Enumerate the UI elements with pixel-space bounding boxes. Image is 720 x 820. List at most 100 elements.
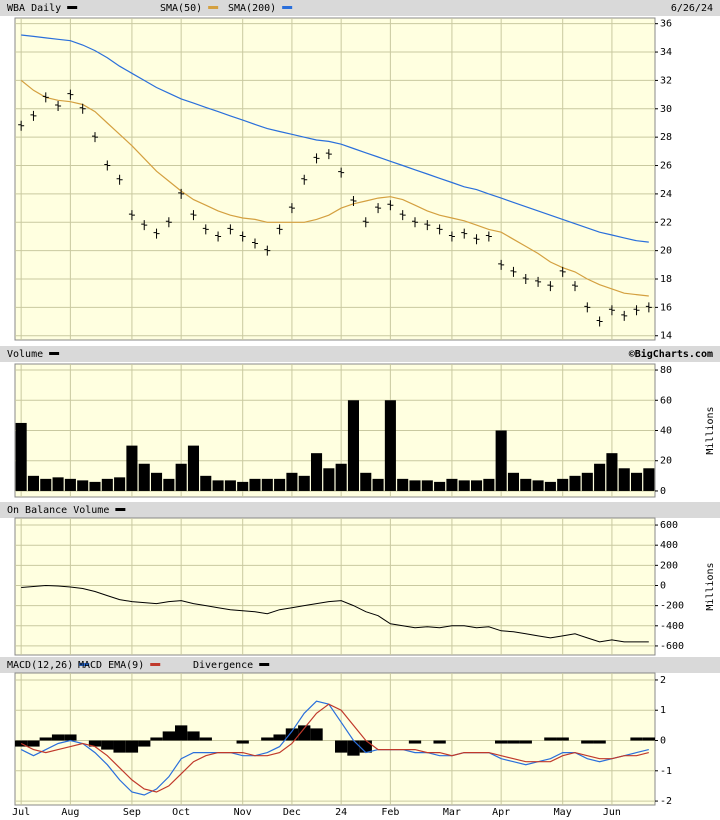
divergence-bar [88, 740, 102, 747]
y-tick-label: 0 [660, 580, 666, 591]
volume-bar [89, 481, 101, 491]
volume-bar [249, 478, 261, 491]
volume-bar [618, 468, 630, 491]
divergence-bar [64, 734, 77, 741]
price-bar [448, 231, 455, 242]
volume-bar [581, 472, 593, 491]
price-bar [436, 224, 443, 235]
volume-bar [434, 481, 446, 491]
volume-bar [52, 477, 64, 491]
divergence-bar [125, 740, 139, 753]
price-bar [498, 259, 505, 270]
divergence-bar [175, 725, 188, 741]
volume-bar [384, 400, 396, 491]
price-bar [153, 228, 160, 239]
price-bar [387, 200, 394, 211]
line-series [20, 703, 649, 793]
legend-label: MACD(12,26) [7, 660, 73, 671]
volume-bar [40, 478, 52, 491]
divergence-bar [101, 740, 114, 750]
price-bar [79, 103, 86, 114]
divergence-bar [408, 740, 422, 744]
divergence-bar [187, 731, 200, 741]
volume-bar [507, 472, 519, 491]
y-axis-label: Millions [705, 406, 716, 454]
price-bar [559, 266, 566, 277]
panel-header [0, 657, 720, 673]
divergence-bar [261, 737, 274, 741]
volume-bar [643, 468, 655, 491]
x-tick-label: May [554, 807, 572, 818]
divergence-bar [630, 737, 643, 741]
y-tick-label: 24 [660, 189, 672, 200]
divergence-bar [519, 740, 532, 744]
y-axis-label: Millions [705, 562, 716, 610]
divergence-bar [347, 740, 360, 756]
panel-header [0, 346, 720, 362]
x-tick-label: Apr [492, 807, 510, 818]
y-tick-label: 20 [660, 456, 672, 467]
volume-bar [151, 472, 163, 491]
price-bar [313, 153, 320, 164]
divergence-bar [298, 725, 311, 741]
y-tick-label: 30 [660, 104, 672, 115]
divergence-bar [150, 737, 163, 741]
y-tick-label: 20 [660, 246, 672, 257]
volume-bar [446, 478, 458, 491]
price-bar [633, 305, 640, 316]
volume-bar [138, 463, 150, 491]
volume-bar [200, 475, 212, 491]
y-tick-label: -200 [660, 601, 684, 612]
volume-bar [409, 480, 421, 491]
divergence-bar [310, 728, 323, 741]
volume-bar [175, 463, 187, 491]
y-tick-label: -600 [660, 641, 684, 652]
divergence-bar [433, 740, 446, 744]
line-series [21, 584, 649, 643]
y-tick-label: 2 [660, 675, 666, 686]
volume-bar [495, 430, 507, 491]
y-tick-label: 80 [660, 365, 672, 376]
volume-bar [187, 445, 199, 491]
line-series [20, 700, 649, 796]
volume-bar [15, 422, 27, 491]
y-tick-label: -400 [660, 621, 684, 632]
line-series [20, 79, 649, 297]
y-tick-label: 18 [660, 274, 672, 285]
volume-bar [212, 480, 224, 491]
volume-bar [335, 463, 347, 491]
x-tick-label: 24 [335, 807, 347, 818]
volume-bar [458, 480, 470, 491]
volume-bar [311, 453, 323, 491]
x-tick-label: Sep [123, 807, 141, 818]
volume-bar [224, 480, 236, 491]
price-bar [473, 234, 480, 245]
legend-swatch [67, 6, 78, 9]
legend-label: MACD EMA(9) [78, 660, 144, 671]
price-bar [522, 274, 529, 285]
y-tick-label: 28 [660, 132, 672, 143]
price-bar [584, 302, 591, 313]
divergence-bar [593, 740, 606, 744]
price-bar [461, 228, 468, 239]
x-tick-label: Oct [172, 807, 190, 818]
divergence-bar [236, 740, 249, 744]
legend-swatch [282, 6, 293, 9]
legend-swatch [259, 663, 270, 666]
legend-swatch [79, 663, 90, 666]
divergence-bar [507, 740, 520, 744]
plot-area [14, 517, 656, 656]
price-bar [141, 220, 148, 231]
volume-bar [360, 472, 372, 491]
divergence-bar [544, 737, 557, 741]
x-tick-label: Jul [12, 807, 30, 818]
divergence-bar [113, 740, 126, 753]
price-bar [338, 167, 345, 178]
price-bar [424, 220, 431, 231]
price-bar [128, 210, 135, 221]
x-tick-label: Jun [603, 807, 621, 818]
y-tick-label: 14 [660, 331, 672, 342]
price-bar [92, 132, 98, 143]
volume-bar [286, 472, 298, 491]
